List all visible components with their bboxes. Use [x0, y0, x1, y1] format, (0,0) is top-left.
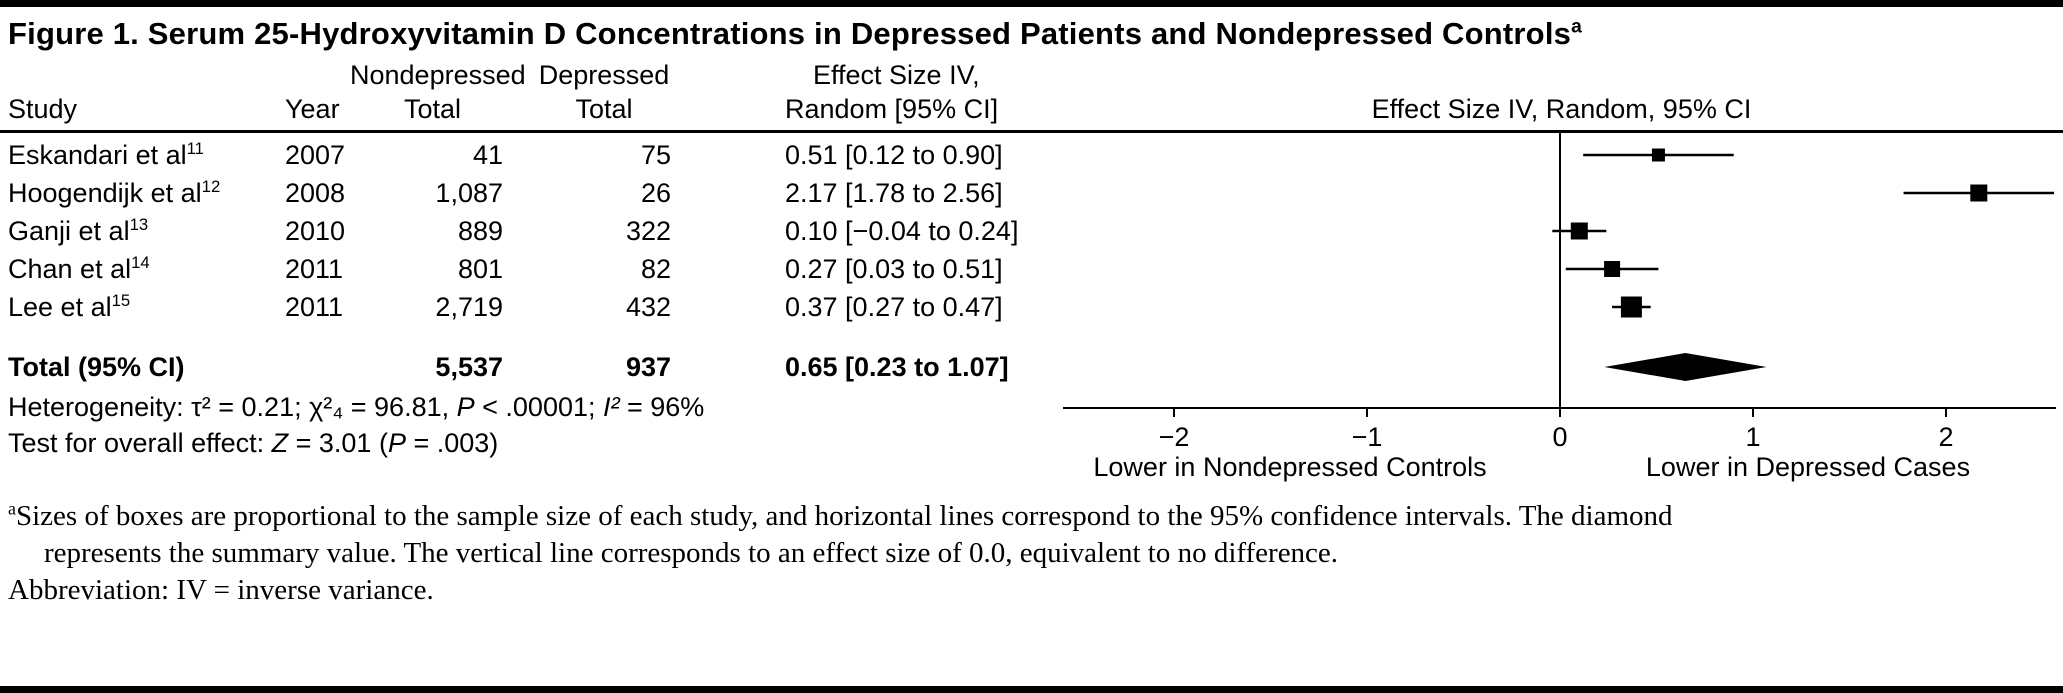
study-cell: Ganji et al13 [8, 212, 278, 250]
study-cell: Lee et al15 [8, 288, 278, 326]
p-symbol: P [456, 392, 475, 422]
study-cell: Hoogendijk et al12 [8, 174, 278, 212]
table-row: Chan et al14 2011 801 82 0.27 [0.03 to 0… [0, 250, 1060, 288]
nondepressed-total-cell: 801 [457, 254, 503, 284]
depressed-total-cell: 432 [625, 292, 671, 322]
nondepressed-total-cell: 1,087 [435, 178, 503, 208]
i-squared-symbol: I² [603, 392, 620, 422]
study-reference: 11 [186, 139, 204, 158]
header-effect-size-line1: Effect Size IV, [813, 60, 980, 90]
effect-box [1651, 148, 1665, 162]
axis-tick-label: 1 [1745, 422, 1760, 452]
axis-tick-label: 2 [1938, 422, 1953, 452]
study-cell: Eskandari et al11 [8, 136, 278, 174]
nondepressed-total-cell: 889 [457, 216, 503, 246]
axis-label-left: Lower in Nondepressed Controls [1093, 452, 1487, 482]
top-rule [0, 0, 2063, 7]
effect-size-cell: 0.27 [0.03 to 0.51] [785, 254, 1003, 284]
year-cell: 2011 [285, 292, 344, 322]
footnote-line-2: represents the summary value. The vertic… [44, 537, 1338, 570]
study-cell: Chan et al14 [8, 250, 278, 288]
table-row: Hoogendijk et al12 2008 1,087 26 2.17 [1… [0, 174, 1060, 212]
study-name: Lee et al [8, 292, 112, 322]
header-effect-size-line2: Random [95% CI] [785, 94, 999, 124]
header-year: Year [285, 94, 340, 124]
study-reference: 14 [131, 253, 150, 272]
effect-box [1620, 296, 1642, 318]
summary-diamond [1604, 353, 1767, 381]
figure-title-superscript: a [1571, 16, 1582, 38]
year-cell: 2010 [285, 216, 346, 246]
effect-size-cell: 0.37 [0.27 to 0.47] [785, 292, 1003, 322]
total-nondepressed: 5,537 [435, 352, 503, 382]
axis-tick-label: −2 [1159, 422, 1190, 452]
axis-label-right: Lower in Depressed Cases [1645, 452, 1971, 482]
study-name: Eskandari et al [8, 140, 187, 170]
table-header-row-1: Nondepressed Depressed Effect Size IV, [0, 60, 2063, 94]
footnote-superscript: a [8, 498, 16, 519]
footnote-text: Sizes of boxes are proportional to the s… [15, 500, 1673, 532]
study-name: Hoogendijk et al [8, 178, 202, 208]
study-name: Chan et al [8, 254, 132, 284]
table-row: Eskandari et al11 2007 41 75 0.51 [0.12 … [0, 136, 1060, 174]
study-name: Ganji et al [8, 216, 130, 246]
effect-size-cell: 2.17 [1.78 to 2.56] [785, 178, 1003, 208]
year-cell: 2011 [285, 254, 344, 284]
effect-size-cell: 0.10 [−0.04 to 0.24] [785, 216, 1019, 246]
z-symbol: Z [271, 428, 289, 458]
header-rule [0, 130, 2063, 133]
p-symbol: P [387, 428, 406, 458]
overall-effect-text: = .003) [405, 428, 499, 458]
study-reference: 12 [201, 177, 221, 196]
effect-box [1604, 261, 1621, 277]
axis-tick-label: −1 [1352, 422, 1383, 452]
study-reference: 15 [111, 291, 131, 310]
heterogeneity-text: < .00001; [474, 392, 603, 422]
header-depressed: Depressed [538, 60, 670, 90]
nondepressed-total-cell: 41 [472, 140, 503, 170]
header-nondepressed-total: Total [403, 94, 462, 124]
axis-tick-label: 0 [1552, 422, 1567, 452]
total-effect-size: 0.65 [0.23 to 1.07] [785, 352, 1009, 382]
figure-title: Figure 1. Serum 25-Hydroxyvitamin D Conc… [8, 16, 1582, 52]
header-forest-plot: Effect Size IV, Random, 95% CI [1371, 94, 1752, 124]
header-study: Study [8, 94, 78, 124]
heterogeneity-line: Heterogeneity: τ² = 0.21; χ²₄ = 96.81, P… [8, 392, 1058, 423]
bottom-rule [0, 686, 2063, 693]
footnote-text: represents the summary value. The vertic… [44, 537, 1339, 569]
study-reference: 13 [129, 215, 149, 234]
total-depressed: 937 [625, 352, 671, 382]
total-row: Total (95% CI) 5,537 937 0.65 [0.23 to 1… [0, 348, 1060, 386]
overall-effect-line: Test for overall effect: Z = 3.01 (P = .… [8, 428, 1058, 459]
heterogeneity-text: Heterogeneity: τ² = 0.21; χ²₄ = 96.81, [8, 392, 457, 422]
heterogeneity-text: = 96% [619, 392, 705, 422]
header-nondepressed: Nondepressed [350, 60, 526, 90]
header-depressed-total: Total [575, 94, 633, 124]
effect-box [1970, 184, 1988, 202]
depressed-total-cell: 82 [640, 254, 671, 284]
nondepressed-total-cell: 2,719 [435, 292, 503, 322]
table-row: Ganji et al13 2010 889 322 0.10 [−0.04 t… [0, 212, 1060, 250]
depressed-total-cell: 26 [640, 178, 671, 208]
table-header-row-2: Study Year Total Total Random [95% CI] E… [0, 94, 2063, 128]
footnote-line-1: aSizes of boxes are proportional to the … [8, 498, 1673, 533]
table-row: Lee et al15 2011 2,719 432 0.37 [0.27 to… [0, 288, 1060, 326]
year-cell: 2008 [285, 178, 346, 208]
year-cell: 2007 [285, 140, 346, 170]
footnote-text: Abbreviation: IV = inverse variance. [8, 574, 434, 606]
overall-effect-text: = 3.01 ( [288, 428, 388, 458]
figure-title-text: Figure 1. Serum 25-Hydroxyvitamin D Conc… [8, 16, 1572, 51]
footnote-abbreviation: Abbreviation: IV = inverse variance. [8, 574, 434, 607]
effect-box [1570, 222, 1588, 240]
effect-size-cell: 0.51 [0.12 to 0.90] [785, 140, 1003, 170]
depressed-total-cell: 75 [640, 140, 671, 170]
depressed-total-cell: 322 [625, 216, 671, 246]
total-label: Total (95% CI) [8, 352, 185, 382]
overall-effect-text: Test for overall effect: [8, 428, 272, 458]
